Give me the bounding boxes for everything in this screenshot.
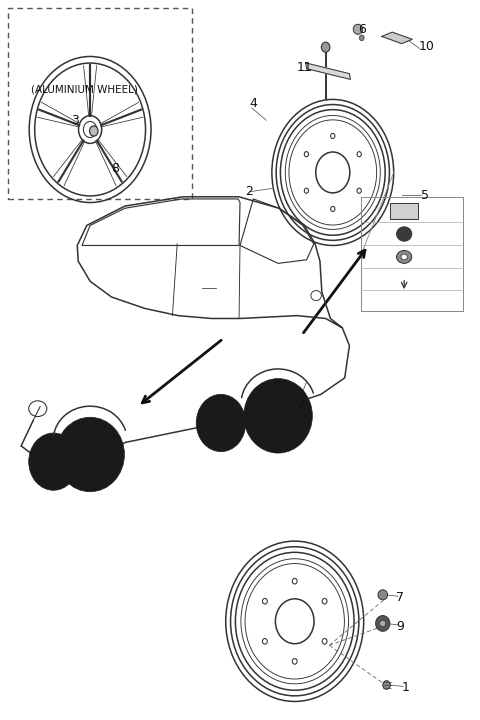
Text: (ALUMINIUM WHEEL): (ALUMINIUM WHEEL) xyxy=(31,84,137,94)
Ellipse shape xyxy=(331,207,335,212)
Ellipse shape xyxy=(331,133,335,138)
Ellipse shape xyxy=(29,433,78,490)
Ellipse shape xyxy=(401,254,407,260)
Text: 2: 2 xyxy=(296,398,304,411)
Ellipse shape xyxy=(376,616,390,631)
FancyBboxPatch shape xyxy=(390,203,418,219)
Text: 3: 3 xyxy=(71,114,79,127)
Polygon shape xyxy=(382,32,412,44)
Polygon shape xyxy=(306,63,350,79)
Ellipse shape xyxy=(383,680,390,689)
Ellipse shape xyxy=(244,379,312,453)
Ellipse shape xyxy=(304,152,309,157)
Ellipse shape xyxy=(56,418,124,492)
Ellipse shape xyxy=(357,152,361,157)
Text: 7: 7 xyxy=(396,591,404,604)
Ellipse shape xyxy=(304,188,309,193)
Text: 9: 9 xyxy=(396,620,404,633)
Text: 6: 6 xyxy=(358,23,366,36)
Ellipse shape xyxy=(263,639,267,644)
Ellipse shape xyxy=(396,227,412,241)
Ellipse shape xyxy=(322,42,330,52)
Text: 1: 1 xyxy=(402,681,409,694)
Text: 8: 8 xyxy=(111,162,120,175)
Text: 11: 11 xyxy=(297,61,313,74)
Ellipse shape xyxy=(196,395,246,451)
Ellipse shape xyxy=(322,598,327,604)
Ellipse shape xyxy=(396,251,412,264)
Ellipse shape xyxy=(353,24,363,35)
Ellipse shape xyxy=(378,590,387,600)
Text: 5: 5 xyxy=(421,189,429,202)
Ellipse shape xyxy=(322,639,327,644)
Ellipse shape xyxy=(263,598,267,604)
Ellipse shape xyxy=(357,188,361,193)
Ellipse shape xyxy=(292,578,297,584)
Ellipse shape xyxy=(292,659,297,664)
Text: 10: 10 xyxy=(419,40,434,53)
Ellipse shape xyxy=(89,126,98,136)
Text: 4: 4 xyxy=(250,97,257,110)
Ellipse shape xyxy=(360,35,364,41)
Text: 2: 2 xyxy=(245,185,252,198)
Ellipse shape xyxy=(380,620,386,626)
